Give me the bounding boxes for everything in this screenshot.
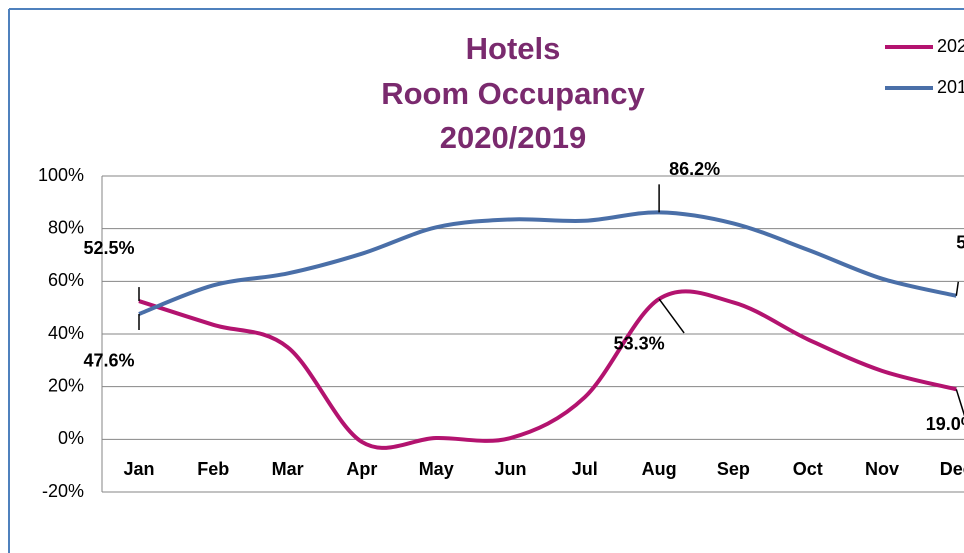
- x-tick-label: Sep: [717, 459, 750, 479]
- y-tick-label: 20%: [48, 375, 84, 395]
- leader-line: [658, 298, 685, 334]
- data-label: 52.5%: [83, 238, 134, 258]
- data-label: 86.2%: [669, 159, 720, 179]
- y-tick-label: 40%: [48, 323, 84, 343]
- series-line: [138, 289, 957, 450]
- y-tick-label: -20%: [42, 481, 84, 501]
- x-tick-label: Feb: [197, 459, 229, 479]
- data-label: 19.0%: [926, 414, 964, 434]
- x-tick-label: Jan: [123, 459, 154, 479]
- x-tick-label: Jun: [494, 459, 526, 479]
- x-tick-label: May: [419, 459, 454, 479]
- leader-line: [955, 389, 964, 417]
- x-tick-label: Apr: [346, 459, 377, 479]
- chart-title: Room Occupancy: [381, 76, 645, 111]
- x-tick-label: Aug: [642, 459, 677, 479]
- data-label: 53.3%: [614, 334, 665, 354]
- y-tick-label: 60%: [48, 270, 84, 290]
- x-tick-label: Oct: [793, 459, 823, 479]
- data-label: 54.5%: [956, 233, 964, 253]
- legend-label: 2020: [937, 36, 964, 56]
- chart-title: 2020/2019: [440, 120, 587, 155]
- y-tick-label: 100%: [38, 165, 84, 185]
- leader-line: [955, 281, 960, 296]
- data-label: 47.6%: [83, 351, 134, 371]
- legend-label: 2019: [937, 77, 964, 97]
- series-line: [138, 210, 957, 316]
- y-tick-label: 0%: [58, 428, 84, 448]
- y-tick-label: 80%: [48, 217, 84, 237]
- x-tick-label: Jul: [572, 459, 598, 479]
- x-tick-label: Dec: [940, 459, 964, 479]
- x-tick-label: Nov: [865, 459, 899, 479]
- x-tick-label: Mar: [272, 459, 304, 479]
- chart-title: Hotels: [466, 31, 561, 66]
